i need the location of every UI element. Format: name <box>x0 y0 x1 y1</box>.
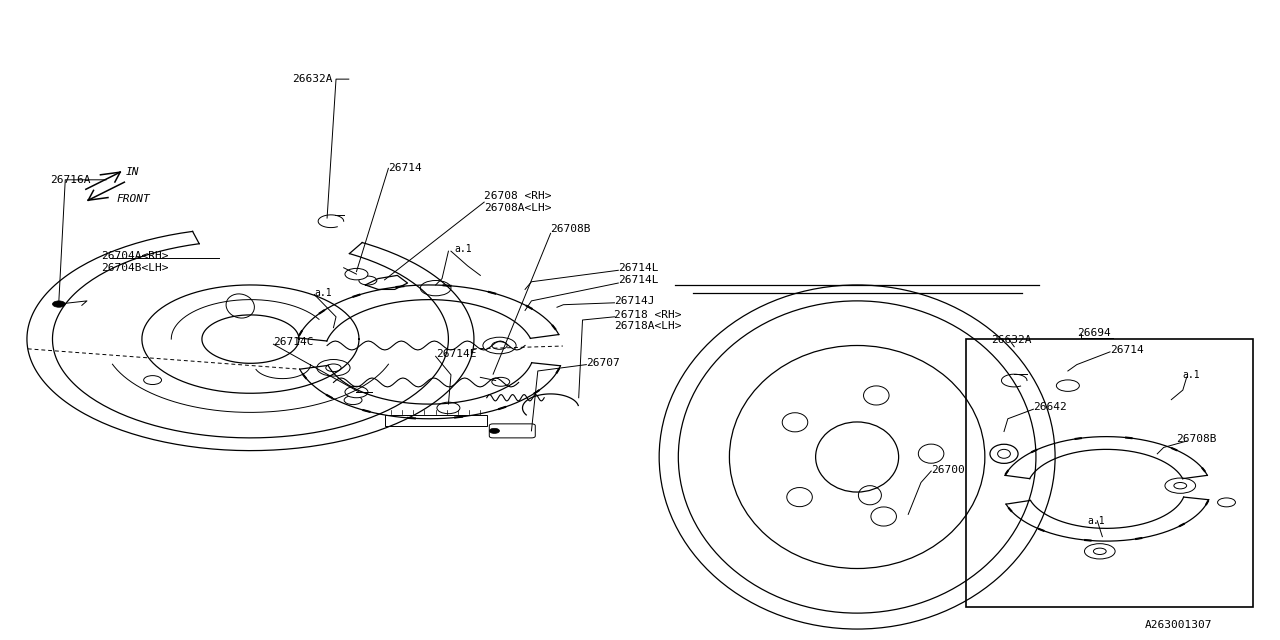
Circle shape <box>317 360 349 376</box>
Circle shape <box>326 364 342 372</box>
Text: 26642: 26642 <box>1033 403 1068 412</box>
Text: 26704B<LH>: 26704B<LH> <box>101 263 169 273</box>
Text: a.1: a.1 <box>454 244 472 253</box>
Text: 26708B: 26708B <box>550 224 591 234</box>
Circle shape <box>143 376 161 385</box>
Text: 26714E: 26714E <box>435 349 476 359</box>
Circle shape <box>358 276 376 285</box>
Circle shape <box>420 280 451 296</box>
Text: 26700: 26700 <box>932 465 965 475</box>
Circle shape <box>492 378 509 387</box>
Circle shape <box>492 342 507 349</box>
Circle shape <box>52 301 65 307</box>
Circle shape <box>1165 478 1196 493</box>
Text: 26632A: 26632A <box>991 335 1032 346</box>
Text: 26714: 26714 <box>388 163 422 173</box>
Text: 26718A<LH>: 26718A<LH> <box>614 321 682 332</box>
Text: 26716A: 26716A <box>50 175 91 185</box>
Text: a.1: a.1 <box>315 287 332 298</box>
Text: 26714: 26714 <box>1110 345 1144 355</box>
Circle shape <box>436 402 460 413</box>
Circle shape <box>346 268 367 280</box>
Circle shape <box>1093 548 1106 554</box>
Text: 26714J: 26714J <box>614 296 655 306</box>
Circle shape <box>346 387 367 397</box>
Text: 26714L: 26714L <box>618 263 659 273</box>
Text: a.1: a.1 <box>1087 516 1105 525</box>
Circle shape <box>1217 498 1235 507</box>
Text: 26708B: 26708B <box>1176 434 1217 444</box>
Text: 26707: 26707 <box>586 358 620 368</box>
Text: 26714L: 26714L <box>618 275 659 285</box>
Bar <box>384 415 486 426</box>
Circle shape <box>1174 483 1187 489</box>
Text: FRONT: FRONT <box>116 194 150 204</box>
Bar <box>965 339 1253 607</box>
Text: 26632A: 26632A <box>293 74 333 84</box>
Text: 26718 <RH>: 26718 <RH> <box>614 310 682 320</box>
Circle shape <box>483 337 516 354</box>
Text: IN: IN <box>125 167 138 177</box>
Text: 26708 <RH>: 26708 <RH> <box>484 191 552 201</box>
Circle shape <box>1056 380 1079 392</box>
Circle shape <box>489 428 499 433</box>
Text: 26704A<RH>: 26704A<RH> <box>101 252 169 261</box>
Circle shape <box>344 396 362 404</box>
Circle shape <box>1084 543 1115 559</box>
Text: 26714C: 26714C <box>274 337 314 348</box>
Text: 26694: 26694 <box>1076 328 1111 338</box>
Text: a.1: a.1 <box>1183 371 1201 380</box>
Text: A263001307: A263001307 <box>1144 620 1212 630</box>
Text: 26708A<LH>: 26708A<LH> <box>484 204 552 214</box>
